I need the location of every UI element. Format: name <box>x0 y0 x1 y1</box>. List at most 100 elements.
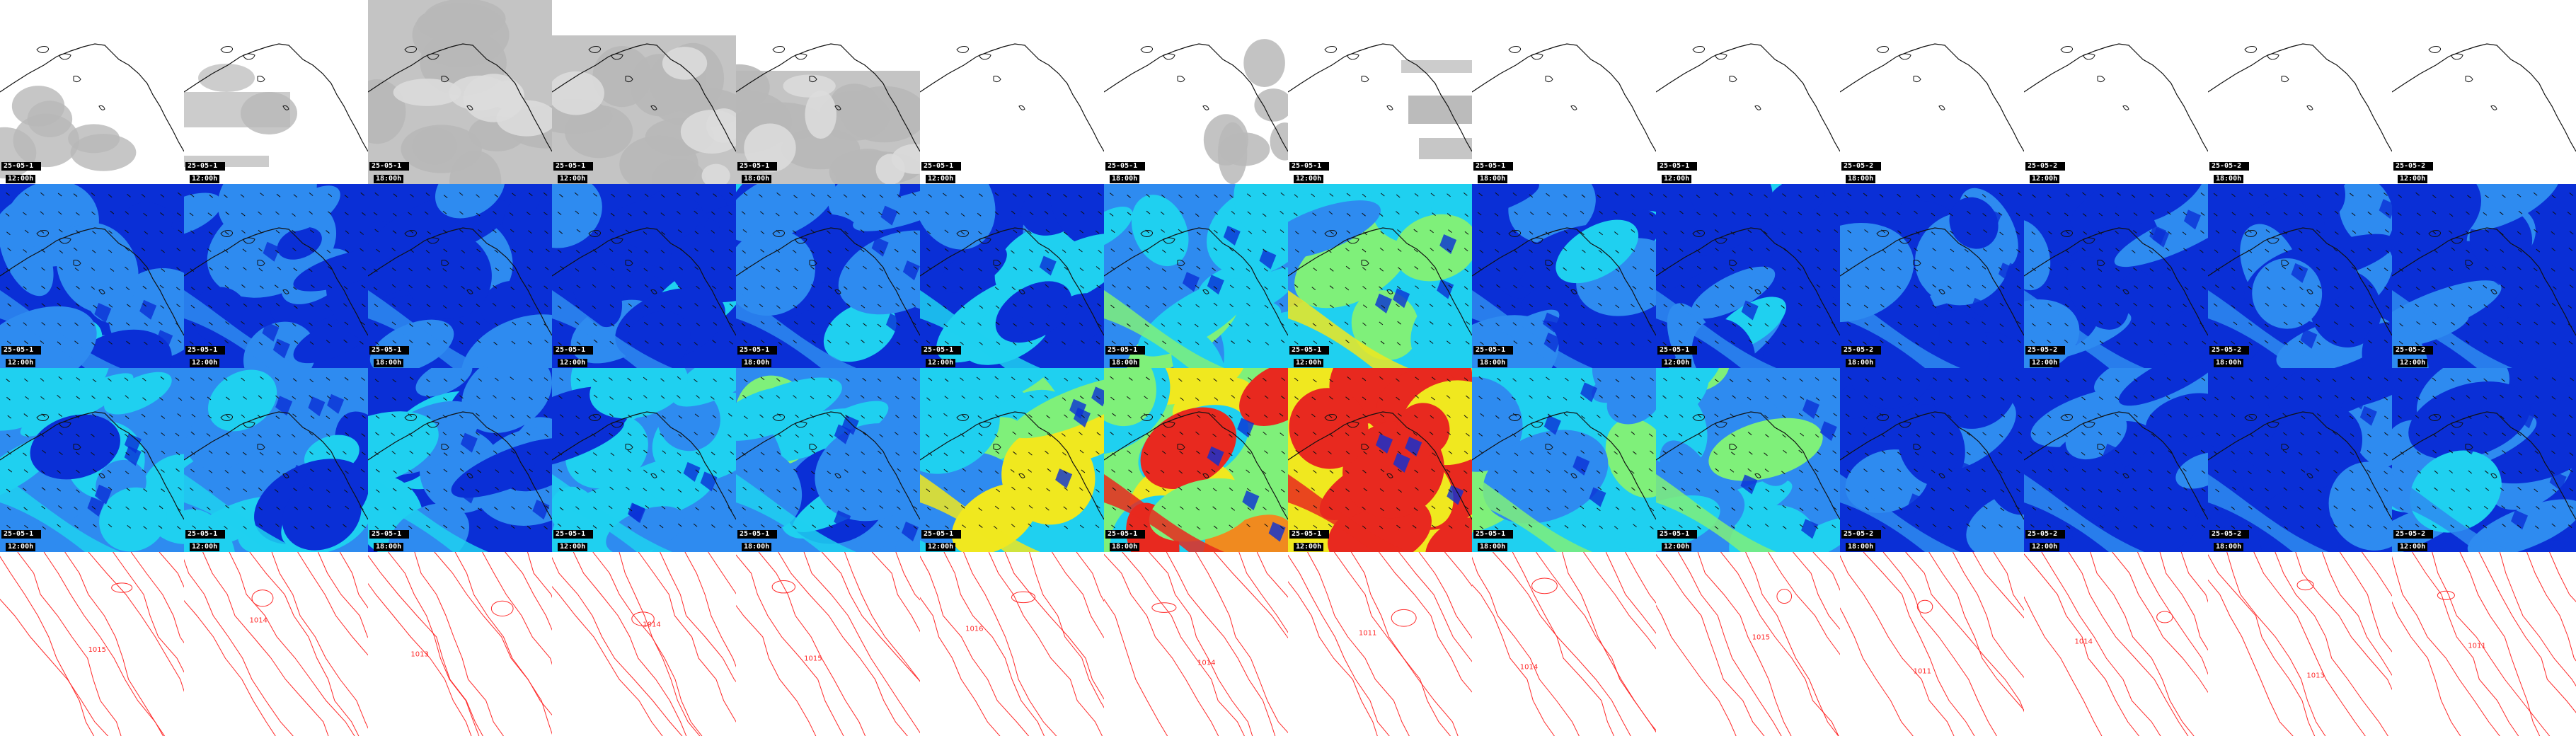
isobar-value-label: 1011 <box>2468 643 2485 650</box>
forecast-time-label: 18:00h <box>374 359 404 367</box>
forecast-time-label: 18:00h <box>1478 175 1508 183</box>
satellite-panel: 25-05-1 12:00h <box>184 0 368 184</box>
forecast-date-label: 25-05-1 <box>1105 346 1145 355</box>
pressure-contours-panel: 1011 <box>1840 552 2024 736</box>
forecast-time-label: 18:00h <box>742 175 772 183</box>
forecast-date-label: 25-05-1 <box>185 530 225 539</box>
satellite-panel: 25-05-1 18:00h <box>1472 0 1656 184</box>
isobar-value-label: 1015 <box>88 646 106 654</box>
forecast-time-label: 18:00h <box>374 175 404 183</box>
wind-speed-upper-map <box>184 184 368 368</box>
forecast-time-label: 18:00h <box>1846 543 1876 551</box>
wind-speed-lower-panel: 25-05-2 12:00h <box>2392 368 2576 552</box>
pressure-contours-panel: 1014 <box>1104 552 1288 736</box>
wind-speed-lower-map <box>552 368 736 552</box>
wind-speed-lower-map <box>736 368 920 552</box>
wind-speed-upper-map <box>1840 184 2024 368</box>
wind-speed-upper-map <box>736 184 920 368</box>
wind-speed-upper-panel: 25-05-1 12:00h <box>1656 184 1840 368</box>
wind-speed-lower-panel: 25-05-1 12:00h <box>1656 368 1840 552</box>
wind-speed-upper-map <box>2208 184 2392 368</box>
satellite-map <box>1656 0 1840 184</box>
forecast-time-label: 12:00h <box>2030 543 2060 551</box>
wind-speed-upper-panel: 25-05-2 18:00h <box>1840 184 2024 368</box>
forecast-date-label: 25-05-1 <box>1289 346 1329 355</box>
isobar-value-label: 1016 <box>965 625 983 633</box>
forecast-time-label: 12:00h <box>1662 543 1692 551</box>
forecast-date-label: 25-05-1 <box>921 530 961 539</box>
wind-speed-lower-map <box>2024 368 2208 552</box>
satellite-panel: 25-05-1 12:00h <box>552 0 736 184</box>
forecast-date-label: 25-05-1 <box>1657 346 1697 355</box>
satellite-panel: 25-05-1 12:00h <box>920 0 1104 184</box>
wind-speed-upper-panel: 25-05-1 18:00h <box>1104 184 1288 368</box>
forecast-date-label: 25-05-2 <box>2025 162 2065 171</box>
wind-speed-lower-panel: 25-05-2 18:00h <box>2208 368 2392 552</box>
forecast-date-label: 25-05-2 <box>2209 530 2249 539</box>
forecast-time-label: 18:00h <box>1110 359 1140 367</box>
forecast-date-label: 25-05-1 <box>369 346 409 355</box>
forecast-date-label: 25-05-1 <box>1105 530 1145 539</box>
forecast-date-label: 25-05-2 <box>1841 530 1881 539</box>
forecast-date-label: 25-05-1 <box>185 346 225 355</box>
forecast-time-label: 18:00h <box>2214 359 2244 367</box>
wind-speed-upper-map <box>1288 184 1472 368</box>
forecast-date-label: 25-05-2 <box>2025 530 2065 539</box>
wind-speed-upper-panel: 25-05-1 12:00h <box>920 184 1104 368</box>
forecast-time-label: 12:00h <box>1662 359 1692 367</box>
isobar-value-label: 1014 <box>1520 663 1538 671</box>
satellite-panel: 25-05-1 18:00h <box>736 0 920 184</box>
pressure-contours-panel: 1015 <box>736 552 920 736</box>
wind-speed-upper-panel: 25-05-2 12:00h <box>2392 184 2576 368</box>
forecast-date-label: 25-05-2 <box>1841 346 1881 355</box>
forecast-date-label: 25-05-2 <box>2209 346 2249 355</box>
wind-speed-lower-panel: 25-05-1 12:00h <box>0 368 184 552</box>
wind-speed-upper-map <box>1656 184 1840 368</box>
isobar-value-label: 1013 <box>410 650 428 658</box>
pressure-contours-map: 1014 <box>552 552 736 736</box>
satellite-map <box>1472 0 1656 184</box>
pressure-contours-panel: 1014 <box>184 552 368 736</box>
forecast-time-label: 12:00h <box>2030 359 2060 367</box>
pressure-contours-panel: 1014 <box>2024 552 2208 736</box>
pressure-contours-map: 1015 <box>0 552 184 736</box>
isobar-value-label: 1015 <box>804 655 822 662</box>
wind-speed-upper-panel: 25-05-1 12:00h <box>552 184 736 368</box>
isobar-value-label: 1014 <box>643 621 660 628</box>
wind-speed-lower-panel: 25-05-2 12:00h <box>2024 368 2208 552</box>
forecast-time-label: 18:00h <box>742 543 772 551</box>
forecast-date-label: 25-05-1 <box>1473 530 1513 539</box>
satellite-map <box>552 0 736 184</box>
wind-speed-upper-panel: 25-05-2 18:00h <box>2208 184 2392 368</box>
wind-speed-upper-panel: 25-05-2 12:00h <box>2024 184 2208 368</box>
forecast-date-label: 25-05-1 <box>1 162 41 171</box>
forecast-time-label: 18:00h <box>1846 175 1876 183</box>
forecast-time-label: 12:00h <box>558 543 588 551</box>
wind-speed-upper-map <box>1104 184 1288 368</box>
wind-speed-lower-panel: 25-05-1 18:00h <box>736 368 920 552</box>
wind-speed-lower-map <box>920 368 1104 552</box>
pressure-contours-map: 1013 <box>2208 552 2392 736</box>
wind-speed-lower-panel: 25-05-1 18:00h <box>368 368 552 552</box>
forecast-time-label: 12:00h <box>2398 175 2428 183</box>
forecast-time-label: 12:00h <box>6 543 36 551</box>
satellite-map <box>2208 0 2392 184</box>
isobar-value-label: 1011 <box>1359 629 1376 637</box>
forecast-date-label: 25-05-1 <box>1657 530 1697 539</box>
wind-speed-upper-panel: 25-05-1 12:00h <box>0 184 184 368</box>
forecast-date-label: 25-05-2 <box>2393 162 2433 171</box>
forecast-time-label: 12:00h <box>1294 175 1324 183</box>
satellite-panel: 25-05-1 12:00h <box>1656 0 1840 184</box>
wind-speed-upper-map <box>2392 184 2576 368</box>
pressure-contours-map: 1014 <box>1472 552 1656 736</box>
pressure-contours-map: 1011 <box>1288 552 1472 736</box>
pressure-contours-panel: 1011 <box>1288 552 1472 736</box>
forecast-time-label: 12:00h <box>1294 543 1324 551</box>
satellite-panel: 25-05-1 18:00h <box>368 0 552 184</box>
isobar-value-label: 1013 <box>2306 672 2324 680</box>
satellite-map <box>2024 0 2208 184</box>
satellite-map <box>184 0 368 184</box>
forecast-date-label: 25-05-1 <box>921 162 961 171</box>
satellite-map <box>1104 0 1288 184</box>
forecast-time-label: 12:00h <box>926 543 956 551</box>
